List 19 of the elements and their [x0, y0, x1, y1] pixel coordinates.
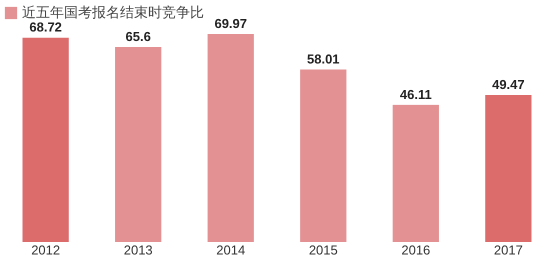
bar: [485, 94, 532, 242]
legend-label: 近五年国考报名结束时竞争比: [22, 5, 204, 21]
bar: [115, 46, 162, 242]
x-tick-label: 2013: [124, 242, 153, 258]
bar: [22, 38, 69, 242]
data-label: 58.01: [307, 52, 340, 67]
data-label: 49.47: [492, 76, 525, 92]
data-label: 68.72: [29, 20, 62, 35]
bar: [300, 70, 346, 242]
data-label: 65.6: [126, 28, 151, 44]
data-label: 69.97: [214, 16, 247, 31]
x-tick-label: 2012: [31, 242, 60, 258]
x-tick-label: 2016: [401, 242, 430, 258]
bar: [208, 34, 254, 242]
x-tick-label: 2015: [308, 242, 338, 258]
data-label: 46.11: [400, 86, 432, 102]
x-tick-label: 2017: [494, 242, 523, 258]
bar: [392, 104, 439, 242]
x-tick-label: 2014: [216, 242, 246, 258]
